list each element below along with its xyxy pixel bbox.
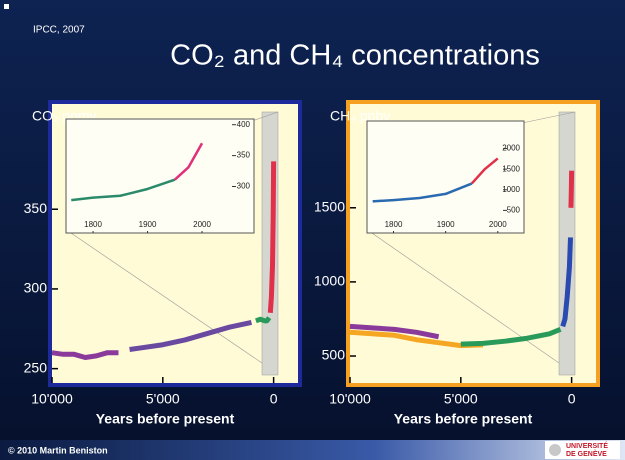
y-tick-label: 1000 [314, 273, 345, 289]
logo-text: UNIVERSITÉ [566, 441, 608, 450]
inset-frame [65, 118, 255, 234]
x-tick-label: 10'000 [31, 391, 73, 407]
data-line [349, 323, 440, 340]
x-tick-label: 10'000 [329, 391, 371, 407]
inset-x-tick-label: 1800 [385, 220, 403, 229]
connector [67, 230, 263, 364]
y-axis-label: CH₄ ppbv [330, 108, 390, 124]
data-line [267, 161, 277, 314]
data-line [560, 237, 574, 328]
inset-y-tick-label: 1500 [502, 164, 520, 173]
bullet [4, 4, 9, 9]
logo-box [545, 441, 620, 459]
inset-x-tick-label: 1900 [139, 220, 157, 229]
logo-icon [549, 444, 561, 456]
y-tick-label: 350 [24, 200, 48, 216]
inset-x-tick-label: 1800 [84, 220, 102, 229]
highlight-band [261, 111, 279, 376]
data-line [173, 142, 204, 181]
data-line [51, 350, 119, 360]
footer-bar [0, 440, 625, 460]
connector [521, 111, 576, 124]
inset-y-tick-label: 400 [237, 120, 251, 129]
data-line [129, 319, 252, 352]
x-tick-label: 0 [568, 391, 576, 407]
inset-y-tick-label: 300 [237, 182, 251, 191]
data-line [568, 170, 575, 208]
data-line [71, 178, 176, 202]
x-axis-label: Years before present [394, 411, 533, 427]
inset-frame [366, 120, 525, 234]
footer: © 2010 Martin Beniston [8, 445, 108, 455]
source: IPCC, 2007 [33, 25, 85, 36]
x-axis-label: Years before present [96, 411, 235, 427]
slide-title: CO₂ and CH₄ concentrations [170, 40, 540, 72]
inset-x-tick-label: 2000 [193, 220, 211, 229]
x-tick-label: 0 [270, 391, 278, 407]
inset-y-tick-label: 1000 [502, 185, 520, 194]
y-tick-label: 300 [24, 280, 48, 296]
data-line [349, 329, 484, 349]
data-line [460, 327, 562, 347]
data-line [255, 316, 272, 324]
y-tick-label: 500 [322, 347, 346, 363]
x-tick-label: 5'000 [146, 391, 180, 407]
x-tick-label: 5'000 [444, 391, 478, 407]
inset-y-tick-label: 2000 [502, 144, 520, 153]
inset-x-tick-label: 2000 [489, 220, 507, 229]
logo-text: DE GENÈVE [566, 449, 607, 458]
connector [368, 230, 560, 364]
y-tick-label: 1500 [314, 198, 345, 214]
y-tick-label: 250 [24, 359, 48, 375]
connector [251, 111, 279, 122]
data-line [372, 182, 473, 203]
inset-x-tick-label: 1900 [437, 220, 455, 229]
inset-y-tick-label: 350 [237, 151, 251, 160]
inset-y-tick-label: 500 [507, 205, 521, 214]
data-line [470, 157, 499, 185]
